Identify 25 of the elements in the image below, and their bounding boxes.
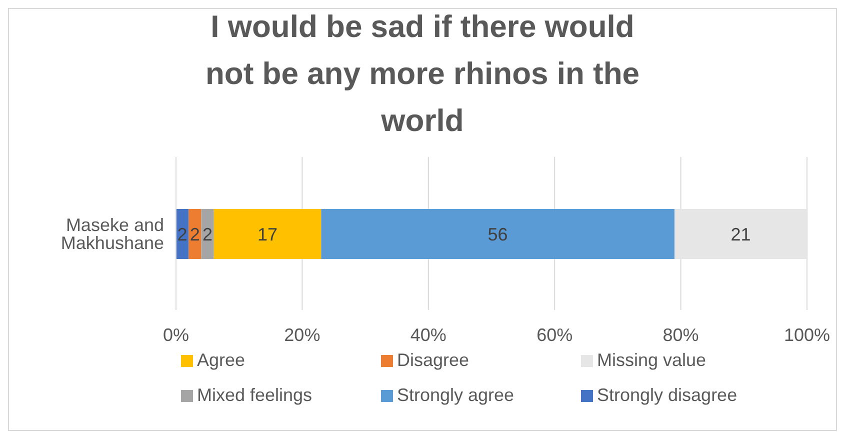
data-label: 56: [488, 224, 508, 244]
x-tick-label: 100%: [784, 324, 830, 345]
x-tick-label: 0%: [162, 324, 190, 345]
legend-label: Strongly disagree: [597, 385, 738, 405]
x-tick-label: 20%: [284, 324, 320, 345]
legend-label: Disagree: [397, 350, 470, 370]
bar: [674, 209, 807, 259]
bar: [188, 209, 202, 259]
data-label: 21: [730, 224, 751, 244]
data-label: 2: [190, 224, 200, 244]
bar: [201, 209, 214, 259]
x-tick-label: 80%: [662, 324, 699, 345]
legend-label: Mixed feelings: [197, 385, 312, 405]
x-tick-label: 60%: [536, 324, 573, 345]
bar: [214, 209, 322, 259]
data-label: 17: [257, 224, 278, 244]
legend-label: Agree: [197, 350, 246, 370]
x-tick-label: 40%: [410, 324, 446, 345]
bar: [321, 209, 674, 259]
y-tick-label: Maseke and Makhushane: [60, 214, 164, 253]
data-label: 2: [202, 224, 213, 244]
data-label: 2: [177, 224, 188, 244]
chart-title: I would be sad if there would not be any more rhinos in the world: [204, 8, 641, 138]
legend-label: Strongly agree: [397, 385, 514, 405]
legend-label: Missing value: [597, 350, 706, 370]
